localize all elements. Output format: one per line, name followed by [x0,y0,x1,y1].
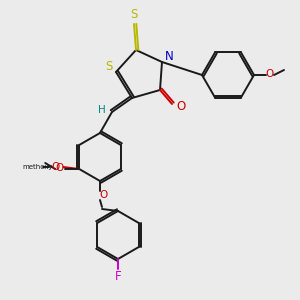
Text: O: O [266,69,274,79]
Text: S: S [105,61,113,74]
Text: O: O [51,162,59,172]
Text: methoxy: methoxy [22,164,52,170]
Text: O: O [99,190,107,200]
Text: F: F [115,269,121,283]
Text: N: N [165,50,173,64]
Text: S: S [130,8,138,22]
Text: O: O [176,100,186,112]
Text: O: O [55,163,63,173]
Text: H: H [98,105,106,115]
